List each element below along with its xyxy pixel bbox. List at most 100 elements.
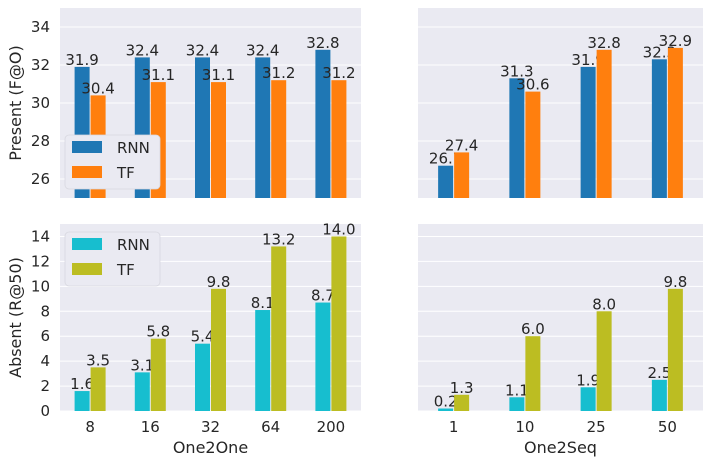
y-tick-label: 4 <box>40 352 50 370</box>
bar-value-label: 31.1 <box>142 66 175 84</box>
legend-swatch-rnn <box>72 238 102 250</box>
bar-value-label: 1.6 <box>70 375 94 393</box>
bar-tf <box>271 246 287 411</box>
bar-value-label: 31.2 <box>322 64 355 82</box>
bar-tf <box>271 80 287 198</box>
y-tick-label: 8 <box>40 302 50 320</box>
bar-tf <box>667 288 683 411</box>
bar-rnn <box>438 408 454 411</box>
bar-value-label: 32.3 <box>643 43 676 61</box>
y-tick-label: 10 <box>31 277 50 295</box>
x-tick-label: 16 <box>141 418 160 436</box>
bar-value-label: 5.4 <box>191 328 215 346</box>
bar-tf <box>454 152 470 198</box>
legend-swatch-rnn <box>72 141 102 153</box>
x-tick-label: 1 <box>449 418 459 436</box>
bar-value-label: 26.7 <box>429 150 462 168</box>
y-axis-label: Absent (R@50) <box>6 257 25 378</box>
y-tick-label: 34 <box>31 18 50 36</box>
bar-value-label: 31.2 <box>262 64 295 82</box>
legend-swatch-tf <box>72 263 102 275</box>
bar-rnn <box>74 391 90 411</box>
bar-tf <box>211 82 226 198</box>
bar-rnn <box>438 165 454 198</box>
y-tick-label: 0 <box>40 402 50 420</box>
bar-value-label: 32.9 <box>659 32 692 50</box>
bar-tf <box>667 47 683 199</box>
bar-rnn <box>195 57 210 199</box>
bar-value-label: 32.8 <box>306 34 339 52</box>
bar-value-label: 9.8 <box>663 273 687 291</box>
bar-value-label: 9.8 <box>207 273 231 291</box>
bar-value-label: 30.4 <box>81 79 114 97</box>
bar-tf <box>596 49 612 198</box>
y-tick-label: 12 <box>31 252 50 270</box>
bar-tf <box>90 367 106 411</box>
bar-rnn <box>651 379 667 411</box>
bar-value-label: 2.5 <box>647 364 671 382</box>
bar-rnn <box>195 343 210 411</box>
bar-value-label: 27.4 <box>445 136 478 154</box>
bar-value-label: 0.2 <box>434 393 458 411</box>
bar-tf <box>211 288 226 411</box>
bar-tf <box>331 80 347 198</box>
bar-tf <box>596 311 612 411</box>
bar-value-label: 3.1 <box>130 356 154 374</box>
x-tick-label: 25 <box>587 418 606 436</box>
y-tick-label: 32 <box>31 56 50 74</box>
y-tick-label: 14 <box>31 227 50 245</box>
bar-tf <box>150 338 166 411</box>
bar-rnn <box>315 302 331 411</box>
bar-value-label: 30.6 <box>516 76 549 94</box>
bar-value-label: 1.9 <box>576 371 600 389</box>
bar-value-label: 32.4 <box>186 41 219 59</box>
bar-value-label: 31.9 <box>571 51 604 69</box>
bar-rnn <box>255 57 271 199</box>
bar-rnn <box>315 49 331 198</box>
bar-value-label: 31.3 <box>500 62 533 80</box>
x-axis-label: One2Seq <box>524 438 597 457</box>
bar-value-label: 14.0 <box>322 220 355 238</box>
legend-label-rnn: RNN <box>117 236 150 254</box>
y-tick-label: 30 <box>31 94 50 112</box>
legend-label-rnn: RNN <box>117 139 150 157</box>
bar-tf <box>525 91 541 198</box>
bar-value-label: 32.8 <box>587 34 620 52</box>
bar-rnn <box>134 372 150 411</box>
x-tick-label: 10 <box>515 418 534 436</box>
legend-label-tf: TF <box>116 164 135 182</box>
y-tick-label: 6 <box>40 327 50 345</box>
bar-value-label: 6.0 <box>521 320 545 338</box>
bar-rnn <box>580 387 596 411</box>
bar-rnn <box>509 78 525 198</box>
x-tick-label: 8 <box>85 418 95 436</box>
bar-rnn <box>509 397 525 411</box>
x-tick-label: 64 <box>261 418 280 436</box>
legend-swatch-tf <box>72 166 102 178</box>
bar-tf <box>454 394 470 411</box>
bar-value-label: 5.8 <box>146 323 170 341</box>
bar-tf <box>525 336 541 411</box>
bar-value-label: 1.3 <box>450 379 474 397</box>
bar-tf <box>331 236 347 411</box>
bar-rnn <box>255 310 271 411</box>
bar-value-label: 8.0 <box>592 295 616 313</box>
bar-value-label: 3.5 <box>86 351 110 369</box>
bar-value-label: 32.4 <box>246 41 279 59</box>
bar-value-label: 31.9 <box>65 51 98 69</box>
bar-rnn <box>580 66 596 199</box>
bar-value-label: 32.4 <box>126 41 159 59</box>
bar-rnn <box>651 59 667 198</box>
x-tick-label: 200 <box>317 418 346 436</box>
y-axis-label: Present (F@O) <box>6 45 25 160</box>
bar-value-label: 1.1 <box>505 381 529 399</box>
y-tick-label: 26 <box>31 170 50 188</box>
y-tick-label: 28 <box>31 132 50 150</box>
x-axis-label: One2One <box>173 438 248 457</box>
legend-label-tf: TF <box>116 261 135 279</box>
bar-value-label: 13.2 <box>262 230 295 248</box>
y-tick-label: 2 <box>40 377 50 395</box>
bar-value-label: 8.1 <box>251 294 275 312</box>
bar-value-label: 8.7 <box>311 287 335 305</box>
